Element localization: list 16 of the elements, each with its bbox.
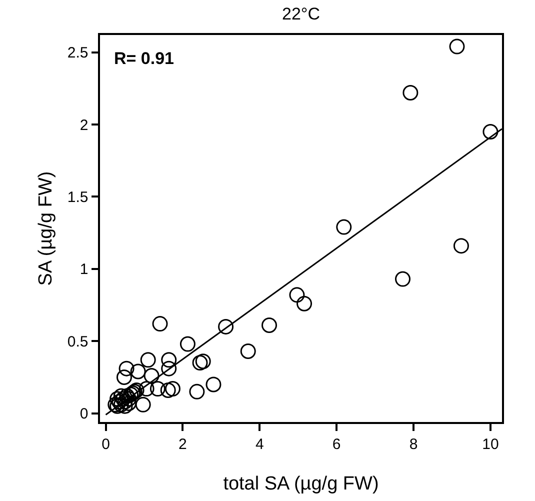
y-tick-label: 0.5 [67,333,88,350]
x-axis-title: total SA (µg/g FW) [223,474,379,494]
x-tick-label: 4 [255,436,264,453]
y-tick-label: 2.5 [67,44,88,62]
annotation: R= 0.91 [114,49,174,68]
y-tick-label: 1.5 [67,188,88,206]
x-tick-label: 2 [178,436,187,453]
x-tick-label: 10 [482,436,499,453]
y-tick-label: 2 [80,116,88,134]
chart-title: 22°C [282,4,320,24]
x-tick-label: 0 [102,436,110,453]
x-tick-label: 6 [332,436,341,453]
y-tick-label: 1 [80,261,88,278]
y-axis-title: SA (µg/g FW) [36,171,56,286]
x-tick-label: 8 [409,436,418,453]
y-tick-label: 0 [80,406,88,423]
